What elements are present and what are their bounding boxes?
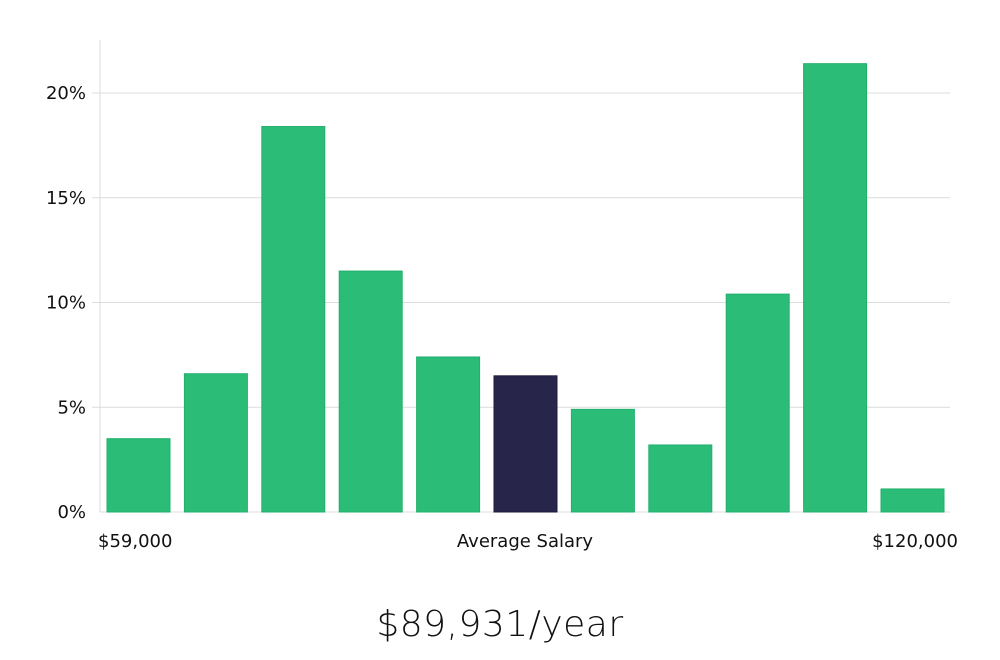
bar-5 xyxy=(416,356,481,513)
y-tick-label: 15% xyxy=(46,188,86,209)
x-label-min: $59,000 xyxy=(98,531,172,552)
bar-4 xyxy=(338,270,403,513)
bar-9 xyxy=(725,293,790,513)
x-label-average: Average Salary xyxy=(457,531,594,552)
average-salary-headline: $89,931/year xyxy=(376,604,624,645)
bar-average-salary xyxy=(493,375,558,513)
bar-2 xyxy=(183,373,248,513)
bar-1 xyxy=(106,438,171,513)
y-tick-label: 10% xyxy=(46,293,86,314)
y-tick-label: 5% xyxy=(57,397,86,418)
bar-8 xyxy=(648,444,713,513)
bar-10 xyxy=(803,63,868,513)
bars xyxy=(106,63,945,513)
y-tick-labels: 0% 5% 10% 15% 20% xyxy=(46,83,86,523)
bar-3 xyxy=(261,126,326,513)
bar-7 xyxy=(570,408,635,513)
y-tick-label: 0% xyxy=(57,502,86,523)
x-label-max: $120,000 xyxy=(872,531,958,552)
y-tick-label: 20% xyxy=(46,83,86,104)
bar-11 xyxy=(880,488,945,513)
